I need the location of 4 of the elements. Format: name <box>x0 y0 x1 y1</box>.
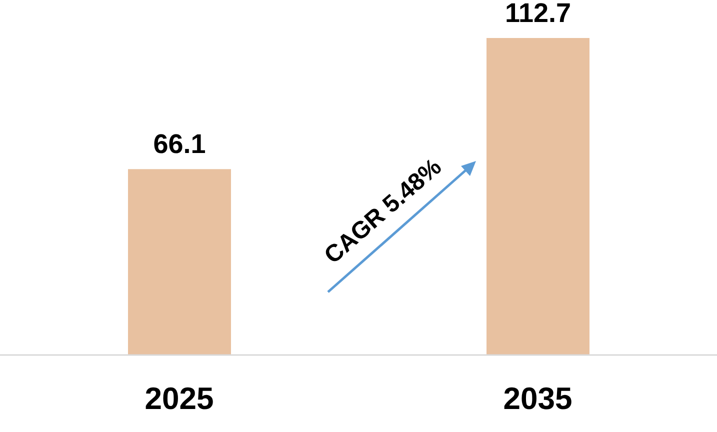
x-tick-label: 2025 <box>144 381 214 416</box>
data-label: 112.7 <box>504 0 572 28</box>
data-label: 66.1 <box>153 129 206 160</box>
x-tick-label: 2035 <box>503 381 572 416</box>
